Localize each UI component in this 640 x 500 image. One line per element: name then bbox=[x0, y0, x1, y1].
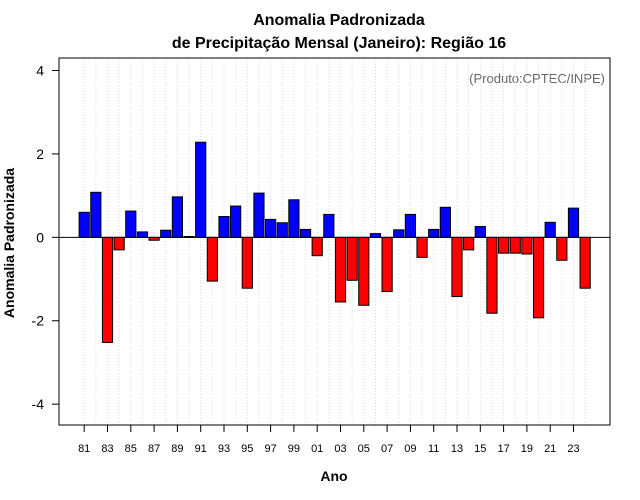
bar-24 bbox=[579, 236, 591, 289]
bars-layer bbox=[78, 141, 591, 343]
x-tick-label-15: 15 bbox=[474, 443, 486, 455]
bar-98 bbox=[276, 222, 288, 238]
bar-96 bbox=[253, 192, 265, 238]
bar-21 bbox=[544, 221, 556, 238]
bar-06 bbox=[369, 233, 382, 238]
bar-94 bbox=[230, 205, 242, 238]
plot-frame bbox=[58, 57, 611, 426]
x-ticks-layer: 81 83 85 87 89 91 93 95 97 99 01 03 05 07 09 11 13 15 17 19… bbox=[78, 425, 580, 455]
bar-86 bbox=[136, 231, 149, 238]
bar-03 bbox=[334, 236, 347, 303]
bar-84 bbox=[113, 236, 125, 251]
x-tick-label-95: 95 bbox=[241, 443, 253, 455]
x-tick-label-85: 85 bbox=[125, 443, 137, 455]
bar-97 bbox=[265, 218, 277, 238]
bar-81 bbox=[78, 211, 90, 238]
bar-88 bbox=[160, 229, 172, 238]
bar-01 bbox=[311, 236, 323, 257]
x-tick-label-05: 05 bbox=[358, 443, 370, 455]
x-tick-label-11: 11 bbox=[428, 443, 439, 455]
bar-20 bbox=[532, 236, 545, 319]
y-tick-label-0: 0 bbox=[36, 229, 44, 245]
bar-90 bbox=[183, 235, 195, 238]
credit-label: (Produto:CPTEC/INPE) bbox=[469, 71, 605, 86]
bar-18 bbox=[509, 236, 521, 254]
chart-title: Anomalia Padronizada bbox=[253, 12, 425, 29]
bar-82 bbox=[90, 191, 102, 238]
y-tick-label-2: 2 bbox=[36, 146, 44, 162]
bar-93 bbox=[218, 215, 230, 238]
bar-23 bbox=[567, 207, 580, 238]
x-tick-label-03: 03 bbox=[334, 443, 346, 455]
x-tick-label-97: 97 bbox=[264, 443, 276, 455]
bar-92 bbox=[206, 236, 218, 282]
bar-87 bbox=[148, 236, 160, 241]
bar-07 bbox=[381, 236, 393, 293]
x-tick-label-91: 91 bbox=[195, 443, 207, 455]
bar-17 bbox=[498, 236, 510, 254]
x-tick-label-87: 87 bbox=[148, 443, 160, 455]
chart-subtitle: de Precipitação Mensal (Janeiro): Região… bbox=[172, 35, 506, 52]
bar-11 bbox=[428, 228, 440, 238]
bar-08 bbox=[393, 229, 405, 238]
x-tick-label-23: 23 bbox=[567, 443, 579, 455]
bar-16 bbox=[486, 236, 498, 314]
bar-09 bbox=[404, 213, 416, 238]
bar-22 bbox=[556, 236, 568, 261]
x-tick-label-99: 99 bbox=[288, 443, 300, 455]
bar-12 bbox=[439, 206, 451, 238]
x-tick-label-19: 19 bbox=[521, 443, 533, 455]
y-tick-label--4: -4 bbox=[32, 396, 45, 412]
bar-15 bbox=[474, 225, 486, 238]
bar-83 bbox=[101, 236, 114, 343]
x-tick-label-01: 01 bbox=[311, 443, 323, 455]
bar-95 bbox=[241, 236, 253, 289]
x-tick-label-17: 17 bbox=[497, 443, 509, 455]
x-tick-label-89: 89 bbox=[171, 443, 183, 455]
bar-05 bbox=[358, 236, 370, 306]
bar-14 bbox=[463, 236, 475, 251]
y-axis-label: Anomalia Padronizada bbox=[1, 168, 17, 318]
x-tick-label-21: 21 bbox=[544, 443, 556, 455]
x-tick-label-81: 81 bbox=[78, 443, 90, 455]
x-tick-label-93: 93 bbox=[218, 443, 230, 455]
bar-89 bbox=[171, 196, 184, 238]
x-tick-label-09: 09 bbox=[404, 443, 416, 455]
bar-02 bbox=[323, 213, 335, 238]
bar-00 bbox=[299, 228, 312, 238]
x-tick-label-07: 07 bbox=[381, 443, 393, 455]
bar-10 bbox=[416, 236, 428, 258]
bar-91 bbox=[195, 141, 207, 238]
x-tick-label-13: 13 bbox=[451, 443, 463, 455]
x-axis-label: Ano bbox=[320, 468, 347, 484]
x-tick-label-83: 83 bbox=[101, 443, 113, 455]
bar-99 bbox=[288, 199, 300, 238]
bar-85 bbox=[125, 210, 137, 238]
y-tick-label--2: -2 bbox=[32, 313, 45, 329]
bar-04 bbox=[346, 236, 358, 281]
y-ticks-layer: -4 -2 0 2 4 bbox=[32, 63, 59, 412]
bar-19 bbox=[521, 236, 533, 255]
bar-13 bbox=[451, 236, 463, 298]
y-tick-label-4: 4 bbox=[36, 63, 44, 79]
